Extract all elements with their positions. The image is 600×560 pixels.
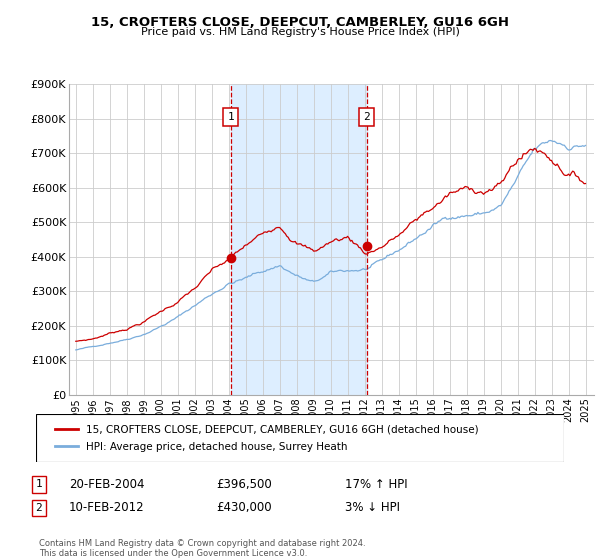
Legend: 15, CROFTERS CLOSE, DEEPCUT, CAMBERLEY, GU16 6GH (detached house), HPI: Average : 15, CROFTERS CLOSE, DEEPCUT, CAMBERLEY, … <box>46 416 487 460</box>
Text: 17% ↑ HPI: 17% ↑ HPI <box>345 478 407 491</box>
Text: 2: 2 <box>363 111 370 122</box>
Text: 15, CROFTERS CLOSE, DEEPCUT, CAMBERLEY, GU16 6GH: 15, CROFTERS CLOSE, DEEPCUT, CAMBERLEY, … <box>91 16 509 29</box>
Text: 2: 2 <box>35 503 43 513</box>
Bar <box>231 84 367 395</box>
Text: 1: 1 <box>35 479 43 489</box>
Text: 1: 1 <box>227 111 234 122</box>
Text: Price paid vs. HM Land Registry's House Price Index (HPI): Price paid vs. HM Land Registry's House … <box>140 27 460 37</box>
Text: 3% ↓ HPI: 3% ↓ HPI <box>345 501 400 515</box>
Text: 20-FEB-2004: 20-FEB-2004 <box>69 478 145 491</box>
Text: 10-FEB-2012: 10-FEB-2012 <box>69 501 145 515</box>
Text: £430,000: £430,000 <box>216 501 272 515</box>
Text: £396,500: £396,500 <box>216 478 272 491</box>
Text: Contains HM Land Registry data © Crown copyright and database right 2024.
This d: Contains HM Land Registry data © Crown c… <box>39 539 365 558</box>
